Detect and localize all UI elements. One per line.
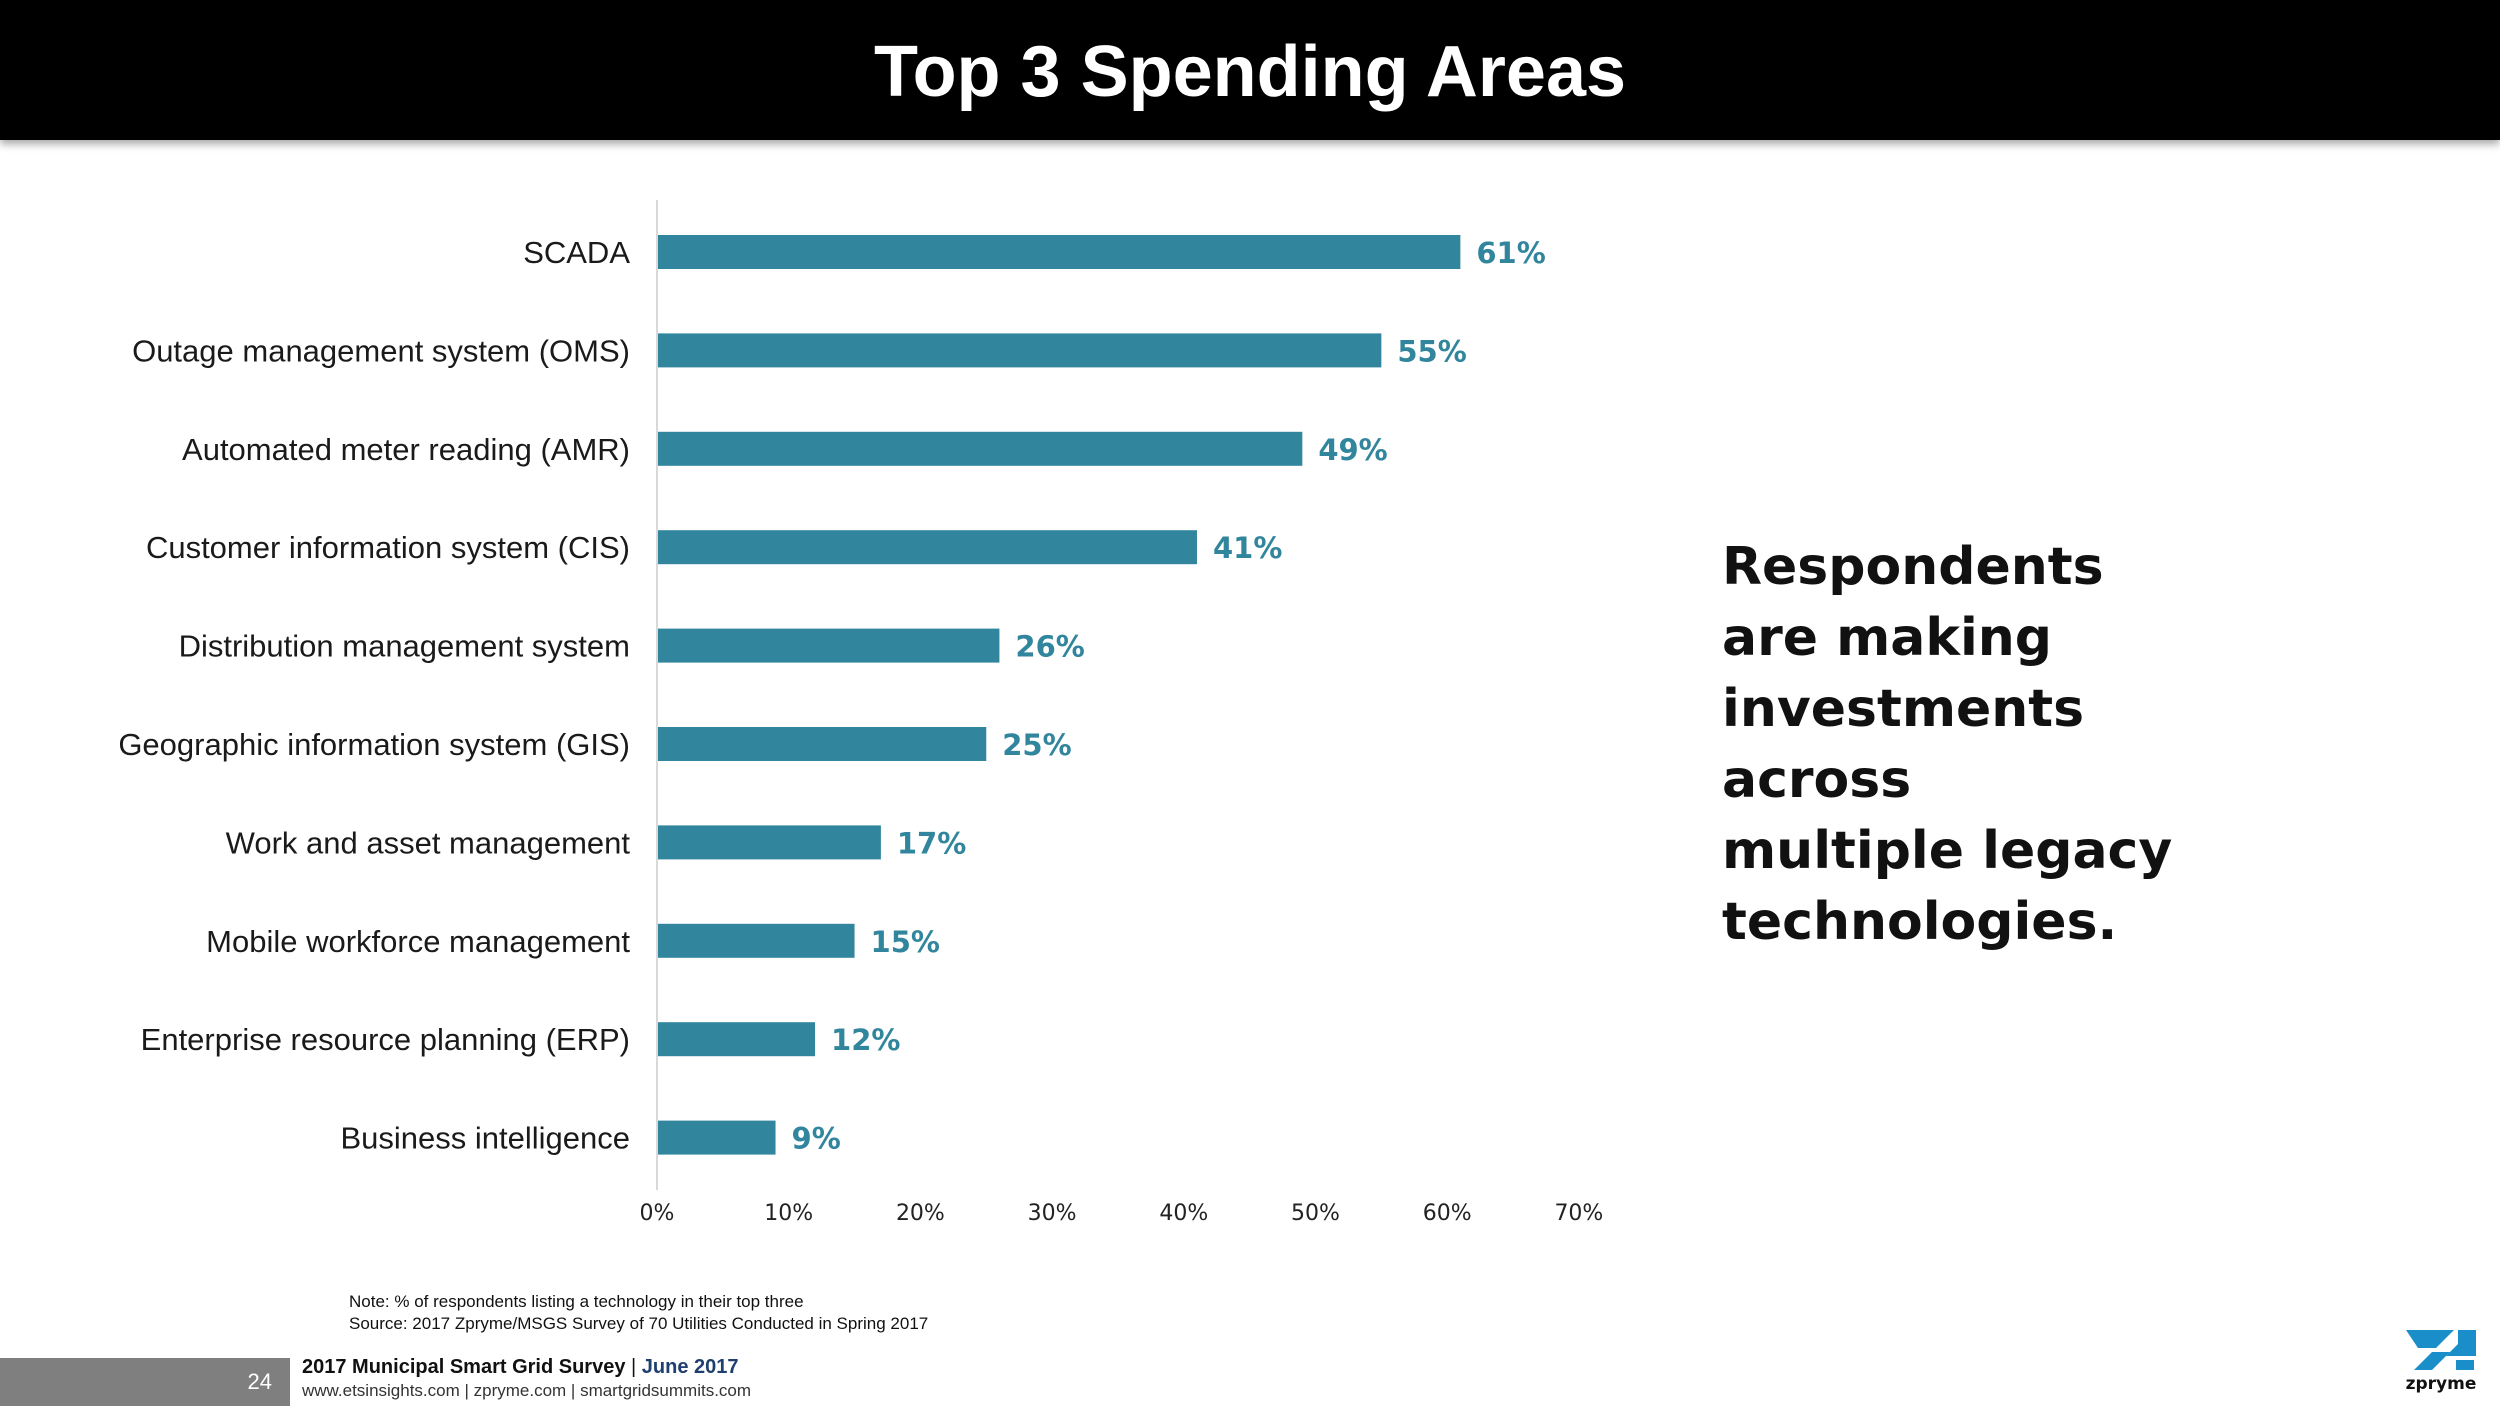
callout-line: technologies. — [1722, 892, 2118, 952]
bar — [657, 235, 1461, 269]
logo-text: zpryme — [2405, 1374, 2477, 1394]
survey-date: June 2017 — [641, 1356, 739, 1378]
category-label: Outage management system (OMS) — [132, 333, 630, 368]
x-tick-label: 20% — [896, 1201, 945, 1226]
x-tick-label: 30% — [1028, 1201, 1077, 1226]
footer-links: www.etsinsights.com | zpryme.com | smart… — [302, 1381, 752, 1400]
bar-chart: SCADA 61% Outage management system (OMS) 55… — [118, 200, 1604, 1226]
bars-layer: SCADA 61% Outage management system (OMS) 55… — [118, 235, 1546, 1156]
data-label: 17% — [897, 826, 966, 860]
note-text: Note: % of respondents listing a technol… — [349, 1292, 804, 1311]
survey-name: 2017 Municipal Smart Grid Survey — [302, 1356, 626, 1378]
x-tick-label: 60% — [1423, 1201, 1472, 1226]
page-number: 24 — [247, 1369, 272, 1394]
category-label: Work and asset management — [226, 825, 631, 860]
x-axis-ticks: 0% 10% 20% 30% 40% 50% 60% 70% — [640, 1201, 1604, 1226]
category-label: Business intelligence — [340, 1121, 630, 1156]
page-number-box: 24 — [0, 1358, 290, 1406]
data-label: 9% — [792, 1122, 841, 1156]
data-label: 12% — [831, 1023, 900, 1057]
footer-separator: | — [625, 1356, 642, 1378]
chart-notes: Note: % of respondents listing a technol… — [349, 1291, 928, 1335]
bar — [657, 825, 881, 860]
category-label: Customer information system (CIS) — [146, 530, 630, 565]
bar — [657, 431, 1303, 466]
category-label: Distribution management system — [179, 629, 630, 664]
x-tick-label: 50% — [1291, 1201, 1340, 1226]
bar — [657, 727, 987, 761]
bar — [657, 530, 1197, 565]
category-label: Mobile workforce management — [206, 924, 630, 959]
callout-line: are making — [1722, 608, 2053, 668]
callout-line: multiple legacy — [1722, 821, 2173, 881]
title-bar: Top 3 Spending Areas — [0, 0, 2500, 140]
category-label: Automated meter reading (AMR) — [182, 432, 630, 467]
bar — [657, 1120, 776, 1155]
page-title: Top 3 Spending Areas — [873, 32, 1627, 112]
x-tick-label: 70% — [1554, 1201, 1603, 1226]
data-label: 49% — [1318, 433, 1387, 467]
x-tick-label: 10% — [764, 1201, 813, 1226]
data-label: 61% — [1476, 236, 1545, 270]
callout-text: Respondents are making investments acros… — [1722, 532, 2242, 958]
callout-line: Respondents — [1722, 537, 2104, 597]
footer-survey-line: 2017 Municipal Smart Grid Survey | June … — [302, 1356, 739, 1379]
callout-line: investments — [1722, 679, 2085, 739]
callout-line: across — [1722, 750, 1912, 810]
x-tick-label: 0% — [640, 1201, 675, 1226]
category-label: SCADA — [523, 235, 630, 270]
data-label: 26% — [1015, 630, 1084, 664]
data-label: 25% — [1002, 728, 1071, 762]
bar — [657, 333, 1382, 368]
data-label: 55% — [1397, 334, 1466, 368]
bar — [657, 628, 1000, 663]
x-tick-label: 40% — [1159, 1201, 1208, 1226]
data-label: 15% — [871, 925, 940, 959]
zpryme-logo: zpryme — [2396, 1326, 2486, 1396]
category-label: Enterprise resource planning (ERP) — [141, 1022, 630, 1057]
source-text: Source: 2017 Zpryme/MSGS Survey of 70 Ut… — [349, 1314, 929, 1333]
zpryme-logo-icon — [2406, 1330, 2476, 1370]
bar — [657, 923, 855, 958]
category-label: Geographic information system (GIS) — [118, 727, 630, 762]
bar — [657, 1022, 816, 1057]
data-label: 41% — [1213, 531, 1282, 565]
